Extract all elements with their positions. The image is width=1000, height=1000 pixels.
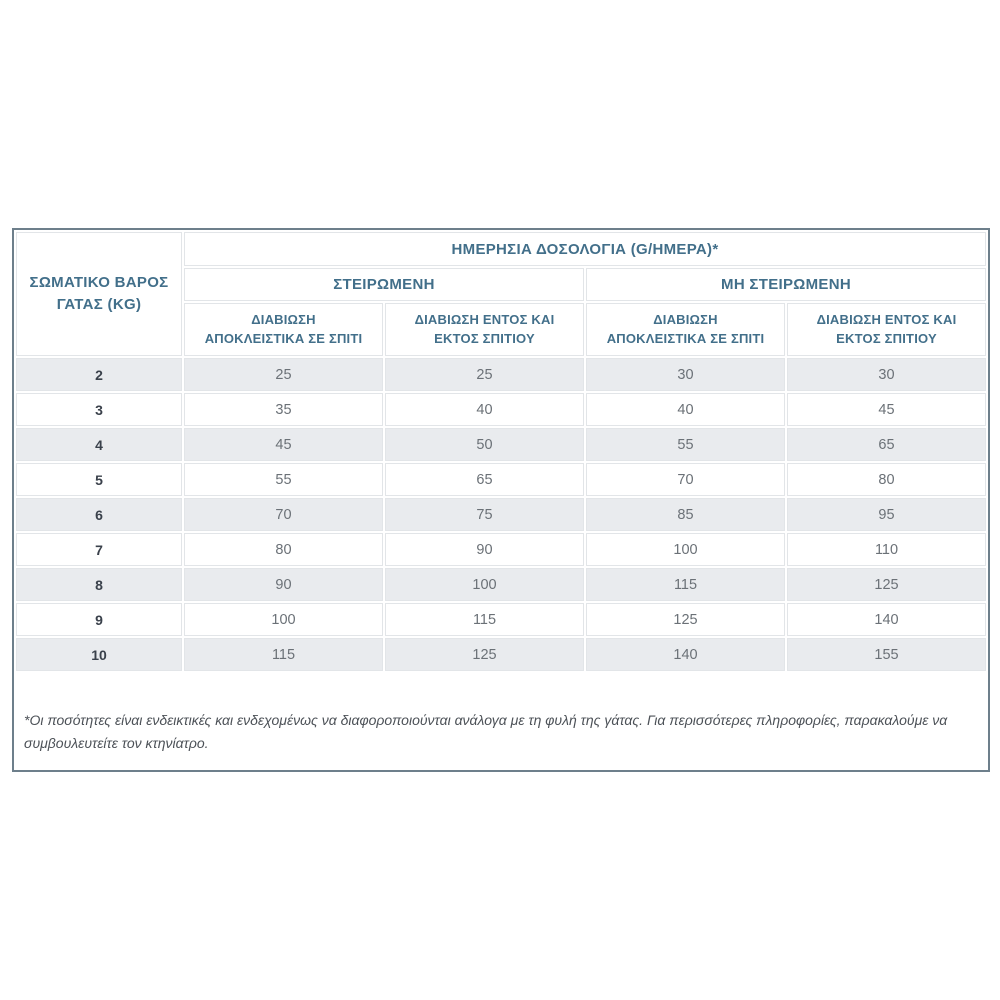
weight-cell: 5 bbox=[16, 463, 182, 496]
header-row-subheaders: ΔΙΑΒΙΩΣΗ ΑΠΟΚΛΕΙΣΤΙΚΑ ΣΕ ΣΠΙΤΙ ΔΙΑΒΙΩΣΗ … bbox=[16, 303, 986, 356]
table-row: 4 45 50 55 65 bbox=[16, 428, 986, 461]
table-row: 3 35 40 40 45 bbox=[16, 393, 986, 426]
weight-cell: 4 bbox=[16, 428, 182, 461]
dose-cell: 30 bbox=[787, 358, 986, 391]
group-header-non-sterilized: ΜΗ ΣΤΕΙΡΩΜΕΝΗ bbox=[586, 268, 986, 301]
weight-column-header: ΣΩΜΑΤΙΚΟ ΒΑΡΟΣ ΓΑΤΑΣ (KG) bbox=[16, 232, 182, 356]
dose-cell: 140 bbox=[586, 638, 785, 671]
dose-cell: 80 bbox=[184, 533, 383, 566]
dose-cell: 155 bbox=[787, 638, 986, 671]
feeding-guide-table: ΣΩΜΑΤΙΚΟ ΒΑΡΟΣ ΓΑΤΑΣ (KG) ΗΜΕΡΗΣΙΑ ΔΟΣΟΛ… bbox=[14, 230, 988, 673]
subheader-sterilized-indoor: ΔΙΑΒΙΩΣΗ ΑΠΟΚΛΕΙΣΤΙΚΑ ΣΕ ΣΠΙΤΙ bbox=[184, 303, 383, 356]
dose-cell: 90 bbox=[385, 533, 584, 566]
weight-cell: 9 bbox=[16, 603, 182, 636]
weight-cell: 10 bbox=[16, 638, 182, 671]
dose-cell: 30 bbox=[586, 358, 785, 391]
feeding-guide-container: ΣΩΜΑΤΙΚΟ ΒΑΡΟΣ ΓΑΤΑΣ (KG) ΗΜΕΡΗΣΙΑ ΔΟΣΟΛ… bbox=[12, 228, 990, 772]
table-row: 7 80 90 100 110 bbox=[16, 533, 986, 566]
dose-cell: 90 bbox=[184, 568, 383, 601]
dose-cell: 125 bbox=[586, 603, 785, 636]
weight-cell: 8 bbox=[16, 568, 182, 601]
group-header-sterilized: ΣΤΕΙΡΩΜΕΝΗ bbox=[184, 268, 584, 301]
dose-cell: 50 bbox=[385, 428, 584, 461]
dose-cell: 115 bbox=[385, 603, 584, 636]
subheader-nonsterilized-outdoor: ΔΙΑΒΙΩΣΗ ΕΝΤΟΣ ΚΑΙ ΕΚΤΟΣ ΣΠΙΤΙΟΥ bbox=[787, 303, 986, 356]
dose-cell: 55 bbox=[184, 463, 383, 496]
table-row: 5 55 65 70 80 bbox=[16, 463, 986, 496]
dose-cell: 40 bbox=[586, 393, 785, 426]
dose-cell: 40 bbox=[385, 393, 584, 426]
header-row-title: ΣΩΜΑΤΙΚΟ ΒΑΡΟΣ ΓΑΤΑΣ (KG) ΗΜΕΡΗΣΙΑ ΔΟΣΟΛ… bbox=[16, 232, 986, 356]
footnote: *Οι ποσότητες είναι ενδεικτικές και ενδε… bbox=[24, 712, 948, 752]
weight-cell: 3 bbox=[16, 393, 182, 426]
dose-cell: 115 bbox=[184, 638, 383, 671]
weight-cell: 7 bbox=[16, 533, 182, 566]
dose-cell: 115 bbox=[586, 568, 785, 601]
dose-cell: 65 bbox=[787, 428, 986, 461]
weight-cell: 2 bbox=[16, 358, 182, 391]
dose-cell: 75 bbox=[385, 498, 584, 531]
table-title: ΗΜΕΡΗΣΙΑ ΔΟΣΟΛΟΓΙΑ (G/ΗΜΕΡΑ)* bbox=[184, 232, 986, 266]
table-row: 2 25 25 30 30 bbox=[16, 358, 986, 391]
table-row: 8 90 100 115 125 bbox=[16, 568, 986, 601]
dose-cell: 85 bbox=[586, 498, 785, 531]
table-row: 9 100 115 125 140 bbox=[16, 603, 986, 636]
subheader-sterilized-outdoor: ΔΙΑΒΙΩΣΗ ΕΝΤΟΣ ΚΑΙ ΕΚΤΟΣ ΣΠΙΤΙΟΥ bbox=[385, 303, 584, 356]
dose-cell: 100 bbox=[385, 568, 584, 601]
dose-cell: 45 bbox=[787, 393, 986, 426]
table-row: 6 70 75 85 95 bbox=[16, 498, 986, 531]
dose-cell: 125 bbox=[385, 638, 584, 671]
weight-cell: 6 bbox=[16, 498, 182, 531]
dose-cell: 55 bbox=[586, 428, 785, 461]
dose-cell: 45 bbox=[184, 428, 383, 461]
subheader-nonsterilized-indoor: ΔΙΑΒΙΩΣΗ ΑΠΟΚΛΕΙΣΤΙΚΑ ΣΕ ΣΠΙΤΙ bbox=[586, 303, 785, 356]
header-row-groups: ΣΤΕΙΡΩΜΕΝΗ ΜΗ ΣΤΕΙΡΩΜΕΝΗ bbox=[16, 268, 986, 301]
dose-cell: 140 bbox=[787, 603, 986, 636]
dose-cell: 70 bbox=[184, 498, 383, 531]
dose-cell: 80 bbox=[787, 463, 986, 496]
dose-cell: 25 bbox=[184, 358, 383, 391]
dose-cell: 125 bbox=[787, 568, 986, 601]
table-row: 10 115 125 140 155 bbox=[16, 638, 986, 671]
dose-cell: 35 bbox=[184, 393, 383, 426]
dose-cell: 100 bbox=[184, 603, 383, 636]
dose-cell: 110 bbox=[787, 533, 986, 566]
dose-cell: 100 bbox=[586, 533, 785, 566]
dose-cell: 95 bbox=[787, 498, 986, 531]
dose-cell: 65 bbox=[385, 463, 584, 496]
dose-cell: 25 bbox=[385, 358, 584, 391]
dose-cell: 70 bbox=[586, 463, 785, 496]
